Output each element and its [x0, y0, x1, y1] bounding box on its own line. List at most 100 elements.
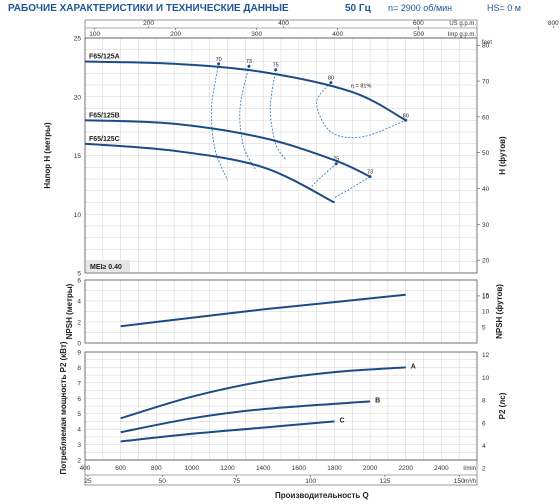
top-imp-unit: Imp g.p.m.: [448, 32, 477, 38]
efficiency-iso-curve: [316, 82, 406, 139]
frequency-label: 50 Гц: [345, 3, 372, 14]
efficiency-marker: [274, 68, 278, 72]
head-y2-unit: feet: [482, 40, 492, 46]
top-us-unit: US g.p.m.: [449, 21, 476, 27]
bottom-m3h-tick-label: 100: [305, 478, 316, 485]
power-y2-tick-label: 2: [482, 466, 486, 473]
efficiency-iso-curve: [334, 176, 371, 199]
series-line-b: [120, 400, 371, 434]
series-line-f65-125c: [84, 142, 335, 204]
head-series-label: F65/125A: [89, 54, 120, 61]
power-y2-tick-label: 6: [482, 420, 486, 427]
bottom-lmin-tick-label: 1600: [292, 465, 307, 472]
series-line-0: [120, 293, 406, 328]
head-y2-tick-label: 30: [482, 222, 490, 229]
x-axis-label: Производительность Q: [275, 491, 369, 500]
bottom-m3h-tick-label: 125: [380, 478, 391, 485]
head-y2-tick-label: 70: [482, 79, 490, 86]
efficiency-marker: [329, 81, 333, 85]
head-panel-frame: [84, 37, 478, 274]
bottom-lmin-tick-label: 600: [115, 465, 126, 472]
bottom-axis-group: 400 600 800 1000 1200 1400 1600 1800 2000 2200 240…: [80, 459, 478, 486]
npsh-y2-tick-label: 10: [482, 308, 490, 315]
bottom-axis-frame: [84, 459, 478, 486]
series-line-f65-125b: [84, 119, 371, 178]
head-y-axis-label: Напор Н (метры): [43, 122, 52, 189]
efficiency-label: 73: [367, 170, 373, 176]
power-y-axis-label: Потребляемая мощность P2 (кВт): [59, 341, 68, 474]
head-y-tick-label: 5: [77, 271, 81, 278]
bottom-lmin-tick-label: 1000: [185, 465, 200, 472]
efficiency-iso-curve: [210, 63, 228, 181]
npsh-y2-tick-label: 5: [482, 324, 486, 331]
efficiency-label: 70: [216, 57, 222, 63]
power-series-label: C: [339, 417, 344, 424]
bottom-m3h-tick-label: 25: [84, 478, 92, 485]
head-y-tick-label: 10: [74, 212, 82, 219]
head-series-label: F65/125C: [89, 136, 120, 143]
efficiency-label: 80: [328, 76, 334, 82]
power-y-tick-label: 7: [77, 380, 81, 387]
top-us-tick-label: 400: [278, 20, 289, 27]
head-y2-tick-label: 80: [482, 43, 490, 50]
npsh-y2-axis-label: NPSH (футов): [495, 284, 504, 339]
power-series-label: B: [375, 397, 380, 404]
top-imp-tick-label: 400: [332, 31, 343, 38]
power-y-tick-label: 5: [77, 411, 81, 418]
bottom-m3h-tick-label: 50: [159, 478, 167, 485]
head-y2-tick-label: 10: [482, 293, 490, 300]
npsh-panel-frame: [84, 279, 478, 344]
power-y-tick-label: 8: [77, 365, 81, 372]
head-y2-tick-label: 40: [482, 186, 490, 193]
npsh-y-tick-label: 0: [77, 341, 81, 348]
bottom-lmin-tick-label: 1400: [256, 465, 271, 472]
x-axis-arrow-icon: →: [326, 491, 334, 500]
efficiency-iso-curve: [269, 69, 287, 161]
top-imp-tick-label: 300: [251, 31, 262, 38]
series-line-c: [120, 420, 335, 443]
series-line-a: [120, 366, 406, 420]
bottom-lmin-tick-label: 1200: [220, 465, 235, 472]
bottom-lmin-unit: l/min: [463, 466, 476, 472]
bottom-lmin-tick-label: 800: [151, 465, 162, 472]
power-y2-tick-label: 8: [482, 398, 486, 405]
power-y-tick-label: 3: [77, 442, 81, 449]
power-y-tick-label: 6: [77, 396, 81, 403]
power-y2-tick-label: 10: [482, 375, 490, 382]
efficiency-marker: [217, 62, 221, 66]
npsh-y-tick-label: 6: [77, 278, 81, 285]
power-y-tick-label: 9: [77, 350, 81, 357]
bottom-lmin-tick-label: 2200: [398, 465, 413, 472]
efficiency-marker: [368, 175, 372, 179]
power-y2-tick-label: 4: [482, 443, 486, 450]
efficiency-iso-curve: [309, 163, 337, 190]
chart-title: РАБОЧИЕ ХАРАКТЕРИСТИКИ И ТЕХНИЧЕСКИЕ ДАН…: [8, 3, 289, 14]
top-imp-tick-label: 100: [89, 31, 100, 38]
efficiency-label: 75: [273, 63, 279, 69]
efficiency-marker: [334, 162, 338, 166]
top-axis-group: 200 400 600 800 100 200 300 400 500 US g.p.m. Imp …: [84, 19, 559, 39]
speed-label: n= 2900 об/мин: [388, 3, 452, 13]
npsh-y-tick-label: 4: [77, 299, 81, 306]
head-y2-tick-label: 60: [482, 114, 490, 121]
head-y2-tick-label: 20: [482, 258, 490, 265]
power-series-label: A: [411, 363, 416, 370]
efficiency-marker: [404, 118, 408, 122]
efficiency-iso-curve: [239, 66, 257, 172]
bottom-lmin-tick-label: 2400: [434, 465, 449, 472]
head-y-tick-label: 15: [74, 153, 82, 160]
mei-badge: [86, 260, 130, 272]
bottom-lmin-tick-label: 2000: [363, 465, 378, 472]
npsh-y2-tick-label: 15: [482, 292, 490, 299]
efficiency-marker: [247, 64, 251, 68]
efficiency-label: 80: [403, 113, 409, 119]
bottom-m3h-tick-label: 75: [233, 478, 241, 485]
top-us-tick-label: 200: [143, 20, 154, 27]
bottom-m3h-unit: m³/h: [464, 479, 476, 485]
power-y2-axis-label: P2 (лс): [498, 392, 507, 419]
top-imp-tick-label: 200: [170, 31, 181, 38]
mei-label: MEI≥ 0.40: [90, 264, 122, 271]
